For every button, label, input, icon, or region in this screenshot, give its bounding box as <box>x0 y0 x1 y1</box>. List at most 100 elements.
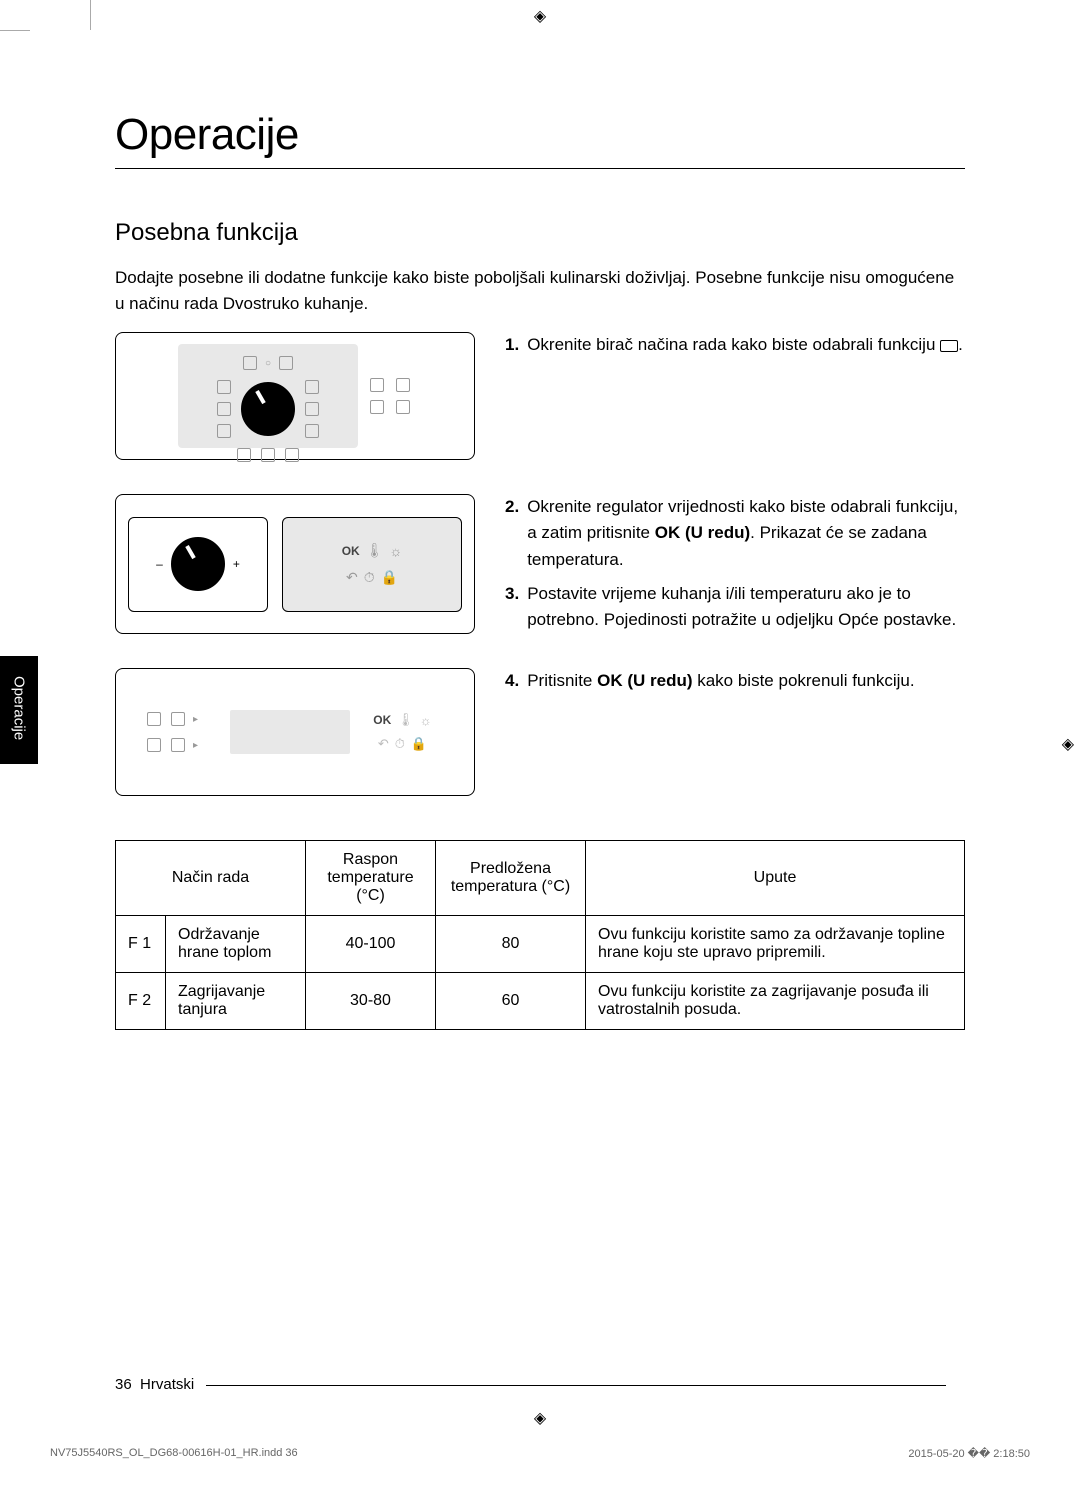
table-header-row: Način rada Raspon temperature (°C) Predl… <box>116 841 965 916</box>
value-dial <box>171 537 225 591</box>
dot-icon: ○ <box>265 358 271 369</box>
cell-suggested: 80 <box>436 916 586 973</box>
step-4: 4. Pritisnite OK (U redu) kako biste pok… <box>505 668 965 694</box>
page-content: Operacije Posebna funkcija Dodajte poseb… <box>115 110 965 1030</box>
print-metadata: NV75J5540RS_OL_DG68-00616H-01_HR.indd 36… <box>50 1447 1030 1460</box>
ok-button: OK <box>342 544 360 558</box>
temp-icon: 🌡 <box>366 542 384 559</box>
value-dial-box: – + <box>128 517 268 612</box>
timer-icon <box>370 400 384 414</box>
step-3: 3. Postavite vrijeme kuhanja i/ili tempe… <box>505 581 965 634</box>
section-title: Posebna funkcija <box>115 219 965 247</box>
step-text: Okrenite birač načina rada kako biste od… <box>527 332 965 358</box>
crop-mark-top: ◈ <box>534 6 546 26</box>
mode-dial-area: ○ <box>178 344 358 448</box>
mode-icon <box>237 448 251 462</box>
crop-mark-right: ◈ <box>1062 734 1074 754</box>
lock-icon: 🔒 <box>411 736 427 752</box>
step1-row: ○ <box>115 332 965 474</box>
back-icon: ↶ <box>346 569 358 586</box>
step-number: 4. <box>505 668 519 694</box>
control-panel-diagram-1: ○ <box>115 332 475 460</box>
back-icon: ↶ <box>378 736 389 752</box>
arrow-icon: ▸ <box>193 740 198 751</box>
step-2: 2. Okrenite regulator vrijednosti kako b… <box>505 494 965 573</box>
step-number: 2. <box>505 494 519 573</box>
cell-code: F 2 <box>116 973 166 1030</box>
col-header-range: Raspon temperature (°C) <box>306 841 436 916</box>
cell-instructions: Ovu funkciju koristite samo za održavanj… <box>586 916 965 973</box>
crop-line <box>90 0 91 30</box>
title-rule <box>115 168 965 169</box>
cook-icon <box>396 378 410 392</box>
minus-label: – <box>156 557 163 571</box>
page-title: Operacije <box>115 110 965 160</box>
crop-line <box>0 30 30 31</box>
mode-icon <box>217 380 231 394</box>
right-buttons: OK 🌡 ☼ ↶ ⏱ 🔒 <box>360 712 445 752</box>
cell-range: 40-100 <box>306 916 436 973</box>
print-timestamp: 2015-05-20 �� 2:18:50 <box>908 1447 1030 1460</box>
arrow-icon: ▸ <box>193 714 198 725</box>
cell-mode: Održavanje hrane toplom <box>166 916 306 973</box>
mode-icon <box>243 356 257 370</box>
cell-suggested: 60 <box>436 973 586 1030</box>
button-area: OK 🌡 ☼ ↶ ⏱ 🔒 <box>282 517 462 612</box>
defrost-icon <box>147 712 161 726</box>
mode-icon <box>217 424 231 438</box>
mode-icon <box>261 448 275 462</box>
right-icons <box>368 376 412 416</box>
step23-row: – + OK 🌡 ☼ ↶ ⏱ 🔒 <box>115 494 965 648</box>
control-panel-diagram-2: – + OK 🌡 ☼ ↶ ⏱ 🔒 <box>115 494 475 634</box>
mode-icon <box>171 712 185 726</box>
step-text: Postavite vrijeme kuhanja i/ili temperat… <box>527 581 965 634</box>
mode-icon <box>305 380 319 394</box>
left-icons: ▸ ▸ <box>145 710 220 754</box>
col-header-mode: Način rada <box>116 841 306 916</box>
defrost-icon <box>370 378 384 392</box>
page-footer: 36 Hrvatski <box>115 1376 965 1393</box>
light-icon: ☼ <box>420 713 432 728</box>
cell-instructions: Ovu funkciju koristite za zagrijavanje p… <box>586 973 965 1030</box>
cell-mode: Zagrijavanje tanjura <box>166 973 306 1030</box>
mode-icon <box>171 738 185 752</box>
mode-icon <box>217 402 231 416</box>
table-row: F 1 Održavanje hrane toplom 40-100 80 Ov… <box>116 916 965 973</box>
light-icon <box>396 400 410 414</box>
functions-table: Način rada Raspon temperature (°C) Predl… <box>115 840 965 1030</box>
table-row: F 2 Zagrijavanje tanjura 30-80 60 Ovu fu… <box>116 973 965 1030</box>
col-header-suggested: Predložena temperatura (°C) <box>436 841 586 916</box>
step-number: 3. <box>505 581 519 634</box>
clock-icon: ⏱ <box>364 569 375 586</box>
control-panel-diagram-3: ▸ ▸ OK 🌡 ☼ ↶ ⏱ 🔒 <box>115 668 475 796</box>
mode-icon <box>279 356 293 370</box>
mode-icon <box>305 424 319 438</box>
timer-icon <box>147 738 161 752</box>
side-tab: Operacije <box>0 656 38 764</box>
col-header-instructions: Upute <box>586 841 965 916</box>
lock-icon: 🔒 <box>381 569 398 586</box>
mode-icon <box>305 402 319 416</box>
step4-row: ▸ ▸ OK 🌡 ☼ ↶ ⏱ 🔒 <box>115 668 965 810</box>
display-screen <box>230 710 350 754</box>
crop-mark-bottom: ◈ <box>534 1408 546 1428</box>
clock-icon: ⏱ <box>395 736 405 752</box>
ok-button: OK <box>373 713 391 727</box>
print-filename: NV75J5540RS_OL_DG68-00616H-01_HR.indd 36 <box>50 1447 298 1460</box>
temp-icon: 🌡 <box>397 712 414 728</box>
mode-dial <box>241 382 295 436</box>
step-number: 1. <box>505 332 519 358</box>
function-icon <box>940 340 958 352</box>
plus-label: + <box>233 557 240 571</box>
mode-icon <box>285 448 299 462</box>
footer-language: Hrvatski <box>140 1376 194 1393</box>
step-text: Pritisnite OK (U redu) kako biste pokren… <box>527 668 965 694</box>
cell-code: F 1 <box>116 916 166 973</box>
light-icon: ☼ <box>389 543 402 559</box>
cell-range: 30-80 <box>306 973 436 1030</box>
intro-text: Dodajte posebne ili dodatne funkcije kak… <box>115 265 965 316</box>
page-number: 36 <box>115 1376 132 1393</box>
step-text: Okrenite regulator vrijednosti kako bist… <box>527 494 965 573</box>
step-1: 1. Okrenite birač načina rada kako biste… <box>505 332 965 358</box>
side-tab-label: Operacije <box>11 676 28 740</box>
